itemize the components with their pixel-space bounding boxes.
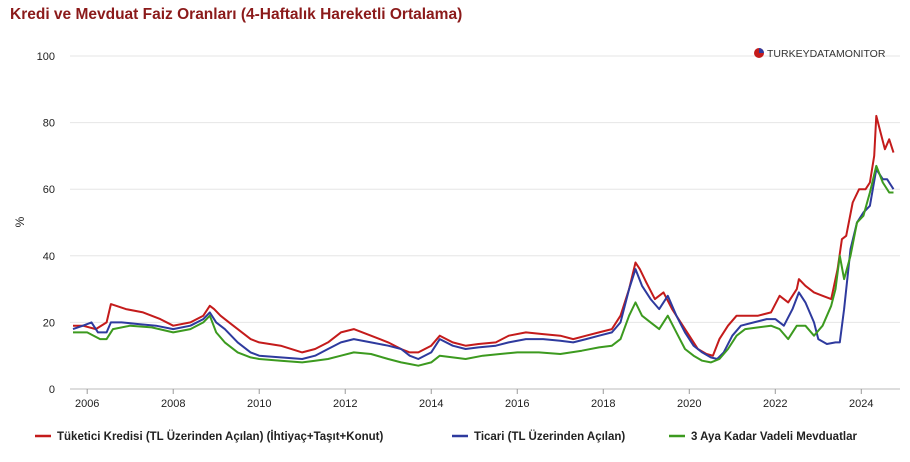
legend: Tüketici Kredisi (TL Üzerinden Açılan) (… xyxy=(35,430,857,443)
y-tick-label: 100 xyxy=(37,51,55,63)
x-tick-label: 2024 xyxy=(849,398,873,410)
x-tick-label: 2010 xyxy=(247,398,271,410)
y-tick-label: 20 xyxy=(43,317,55,329)
x-tick-label: 2014 xyxy=(419,398,443,410)
brand-logo: TURKEYDATAMONITOR xyxy=(754,48,886,60)
y-axis: 0 20 40 60 80 100 xyxy=(37,51,55,396)
x-tick-label: 2012 xyxy=(333,398,357,410)
legend-label-1: Tüketici Kredisi (TL Üzerinden Açılan) (… xyxy=(57,430,383,443)
x-tick-label: 2020 xyxy=(677,398,701,410)
y-axis-label: % xyxy=(13,216,27,227)
y-tick-label: 0 xyxy=(49,384,55,396)
legend-label-3: 3 Aya Kadar Vadeli Mevduatlar xyxy=(691,431,857,443)
legend-label-2: Ticari (TL Üzerinden Açılan) xyxy=(474,430,625,443)
chart-title: Kredi ve Mevduat Faiz Oranları (4-Haftal… xyxy=(10,6,463,23)
x-tick-label: 2022 xyxy=(763,398,787,410)
x-axis: 2006 2008 2010 2012 2014 2016 2018 2020 2022 2024 xyxy=(75,389,874,410)
series-line-3 xyxy=(73,164,894,367)
y-tick-label: 60 xyxy=(43,184,55,196)
series-lines xyxy=(72,114,895,367)
y-tick-label: 40 xyxy=(43,251,55,263)
x-tick-label: 2006 xyxy=(75,398,99,410)
x-tick-label: 2018 xyxy=(591,398,615,410)
x-tick-label: 2008 xyxy=(161,398,185,410)
y-tick-label: 80 xyxy=(43,118,55,130)
logo-mark-segment xyxy=(759,48,764,53)
logo-text: TURKEYDATAMONITOR xyxy=(767,48,886,60)
series-line-1 xyxy=(73,114,895,357)
gridlines xyxy=(70,55,900,390)
x-tick-label: 2016 xyxy=(505,398,529,410)
series-line-2 xyxy=(72,168,895,360)
